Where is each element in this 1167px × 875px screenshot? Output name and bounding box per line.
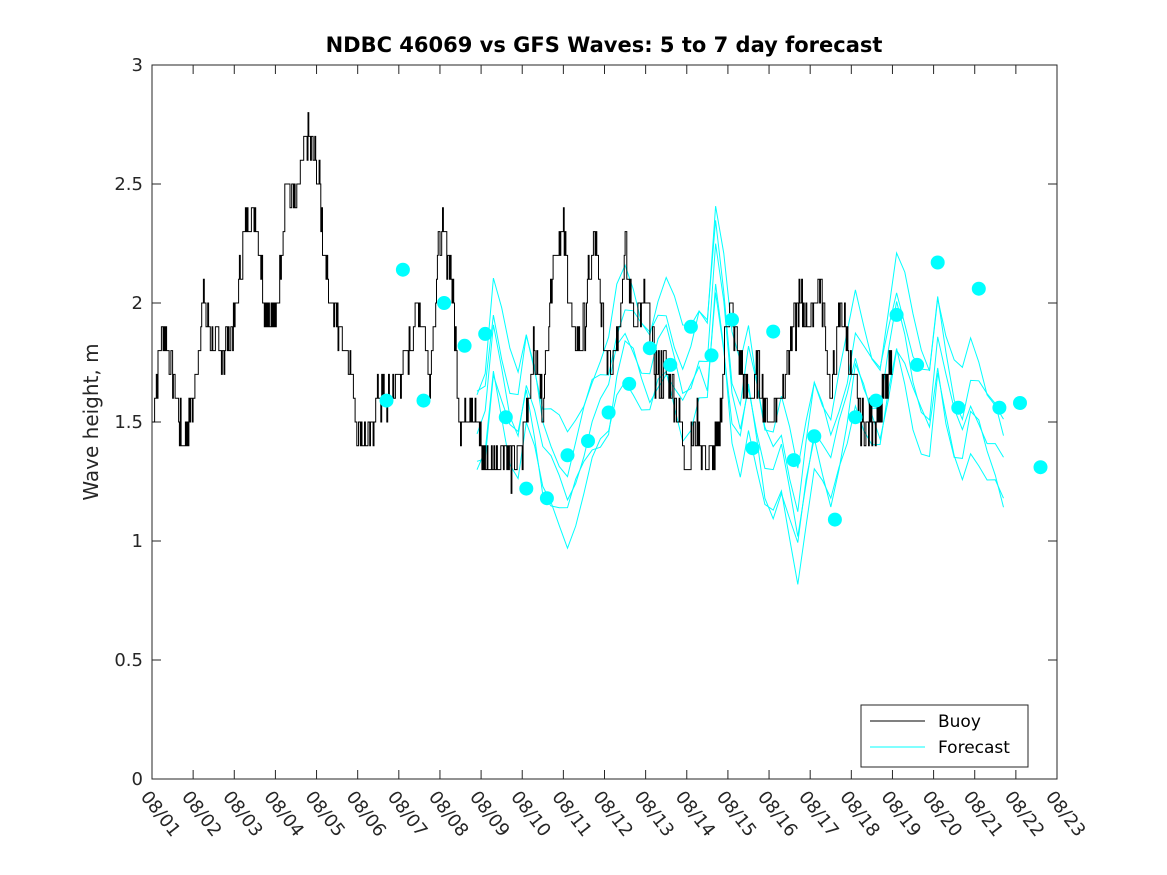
buoy-line [152, 112, 893, 494]
forecast-marker [498, 410, 513, 425]
forecast-marker [1033, 460, 1048, 475]
y-tick-label: 1.5 [114, 412, 143, 433]
forecast-marker [437, 296, 452, 310]
forecast-marker [519, 481, 534, 496]
forecast-marker [663, 357, 678, 372]
forecast-marker [827, 512, 842, 527]
forecast-marker [395, 262, 410, 277]
y-tick-label: 2 [132, 293, 143, 314]
y-tick-label: 3 [132, 55, 143, 76]
forecast-marker [457, 338, 472, 353]
forecast-marker [1013, 396, 1027, 410]
forecast-marker [951, 400, 966, 415]
forecast-marker [622, 376, 637, 391]
legend-buoy-label: Buoy [938, 712, 981, 732]
chart-title: NDBC 46069 vs GFS Waves: 5 to 7 day fore… [326, 33, 883, 57]
legend-box [860, 704, 1029, 768]
forecast-marker [930, 255, 945, 270]
axes-box [151, 64, 1058, 780]
forecast-line [476, 292, 1004, 543]
forecast-line [476, 283, 1004, 585]
forecast-marker [539, 491, 554, 506]
forecast-marker [992, 400, 1007, 415]
forecast-marker [379, 393, 394, 408]
forecast-marker [745, 441, 760, 456]
forecast-marker [766, 324, 781, 339]
forecast-line [476, 243, 1004, 537]
y-tick-labels: 0 0.5 1 1.5 2 2.5 3 [114, 55, 143, 790]
y-axis-label: Wave height, m [79, 343, 103, 500]
y-tick-label: 2.5 [114, 174, 143, 195]
forecast-marker [683, 319, 698, 334]
forecast-marker [807, 429, 822, 444]
y-tick-label: 0 [132, 769, 143, 790]
forecast-marker [560, 448, 575, 463]
forecast-marker [581, 434, 595, 448]
forecast-marker [704, 348, 719, 363]
legend-forecast-label: Forecast [938, 738, 1010, 758]
axes-background [152, 65, 1057, 779]
forecast-marker [971, 281, 986, 296]
legend: Buoy Forecast [860, 704, 1029, 768]
forecast-marker [725, 312, 739, 327]
y-tick-label: 1 [132, 531, 143, 552]
forecast-marker [910, 357, 925, 372]
forecast-marker [601, 405, 616, 420]
tick-marks [151, 64, 1058, 780]
forecast-marker [889, 307, 904, 322]
forecast-markers [379, 255, 1048, 527]
forecast-marker [416, 393, 431, 408]
forecast-marker [869, 393, 883, 408]
forecast-marker [478, 326, 493, 341]
buoy-series [152, 112, 893, 494]
forecast-marker [642, 341, 657, 356]
forecast-marker [848, 410, 863, 425]
forecast-marker [786, 453, 801, 468]
y-tick-label: 0.5 [114, 650, 143, 671]
